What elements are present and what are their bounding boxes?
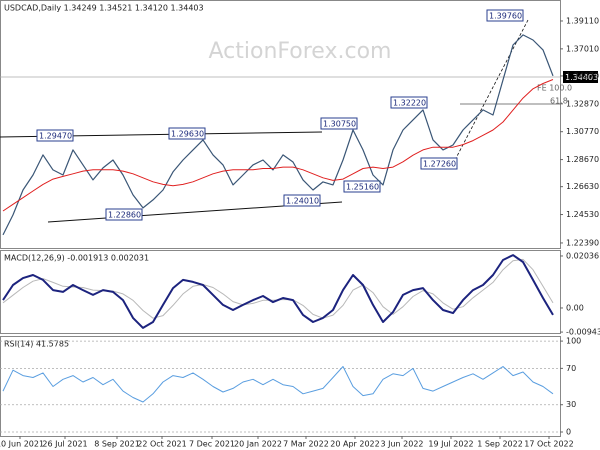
price-panel xyxy=(0,0,561,249)
annotation: 1.27260 xyxy=(423,160,456,169)
x-tick-label: 26 Jul 2021 xyxy=(42,440,87,449)
annotation-box xyxy=(105,208,143,221)
x-tick-label: 8 Sep 2021 xyxy=(94,440,140,449)
macd-panel xyxy=(0,250,561,334)
annotation: 1.29470 xyxy=(39,132,72,141)
last-price-box xyxy=(563,71,598,83)
annotation: 1.32220 xyxy=(393,99,426,108)
y-tick-label: 1.28670 xyxy=(566,155,599,164)
series-line xyxy=(2,258,554,319)
x-tick-label: 3 Jun 2022 xyxy=(380,440,423,449)
rsi-panel xyxy=(0,336,561,437)
annotations: 1.29470 1.29630 1.30750 1.32220 1.39760 1.228… xyxy=(36,9,572,221)
annotation-box xyxy=(168,127,206,140)
macd-title: MACD(12,26,9) -0.001913 0.002031 xyxy=(4,254,149,263)
series-line xyxy=(2,79,554,212)
y-tick-label: 100 xyxy=(566,337,581,346)
annotation: 1.25160 xyxy=(346,183,379,192)
annotation-box xyxy=(283,194,321,207)
projection-line xyxy=(454,19,529,161)
y-tick-label: 1.37010 xyxy=(566,44,599,53)
rsi-title: RSI(14) 41.5785 xyxy=(4,340,69,349)
series-line xyxy=(2,34,554,236)
y-tick-label: 70 xyxy=(566,364,576,373)
y-tick-label: 1.22390 xyxy=(566,238,599,247)
watermark: ActionForex.com xyxy=(209,39,392,64)
annotation-box xyxy=(320,117,358,130)
x-tick-label: 10 Jun 2021 xyxy=(0,440,44,449)
annotation-box xyxy=(486,9,524,22)
annotation: 1.39760 xyxy=(489,12,522,21)
series-line xyxy=(2,366,554,403)
y-tick-label: 1.39110 xyxy=(566,16,599,25)
y-tick-label: 1.34970 xyxy=(566,71,599,80)
y-tick-label: 0.02036 xyxy=(566,251,599,260)
x-tick-label: 1 Sep 2022 xyxy=(477,440,523,449)
annotation: 1.22860 xyxy=(108,211,141,220)
y-tick-label: 1.26630 xyxy=(566,182,599,191)
y-tick-label: 30 xyxy=(566,400,576,409)
y-tick-label: 1.24530 xyxy=(566,210,599,219)
header: USDCAD,Daily 1.34249 1.34521 1.34120 1.3… xyxy=(4,4,204,13)
y-tick-label: -0.009438 xyxy=(566,328,600,337)
y-tick-label: 1.30770 xyxy=(566,127,599,136)
series-line xyxy=(2,254,554,329)
annotation-box xyxy=(36,129,74,142)
x-tick-label: 19 Jul 2022 xyxy=(428,440,473,449)
last-price: 1.34403 xyxy=(565,73,598,82)
annotation: 61.8 xyxy=(550,97,568,106)
annotation: 1.29630 xyxy=(171,130,204,139)
x-tick-label: 7 Dec 2021 xyxy=(189,440,235,449)
x-tick-label: 17 Oct 2022 xyxy=(524,440,573,449)
annotation-box xyxy=(420,157,458,170)
annotation: FE 100.0 xyxy=(537,84,572,93)
annotation: 1.24010 xyxy=(286,197,319,206)
annotation: 1.30750 xyxy=(323,120,356,129)
x-tick-label: 20 Apr 2022 xyxy=(330,440,379,449)
x-tick-label: 7 Mar 2022 xyxy=(283,440,329,449)
x-tick-label: 20 Jan 2022 xyxy=(234,440,282,449)
x-tick-label: 22 Oct 2021 xyxy=(137,440,186,449)
y-tick-label: 0 xyxy=(566,428,571,437)
y-tick-label: 0.00 xyxy=(566,303,584,312)
y-tick-label: 1.32870 xyxy=(566,99,599,108)
annotation-box xyxy=(343,180,381,193)
annotation-box xyxy=(390,96,428,109)
